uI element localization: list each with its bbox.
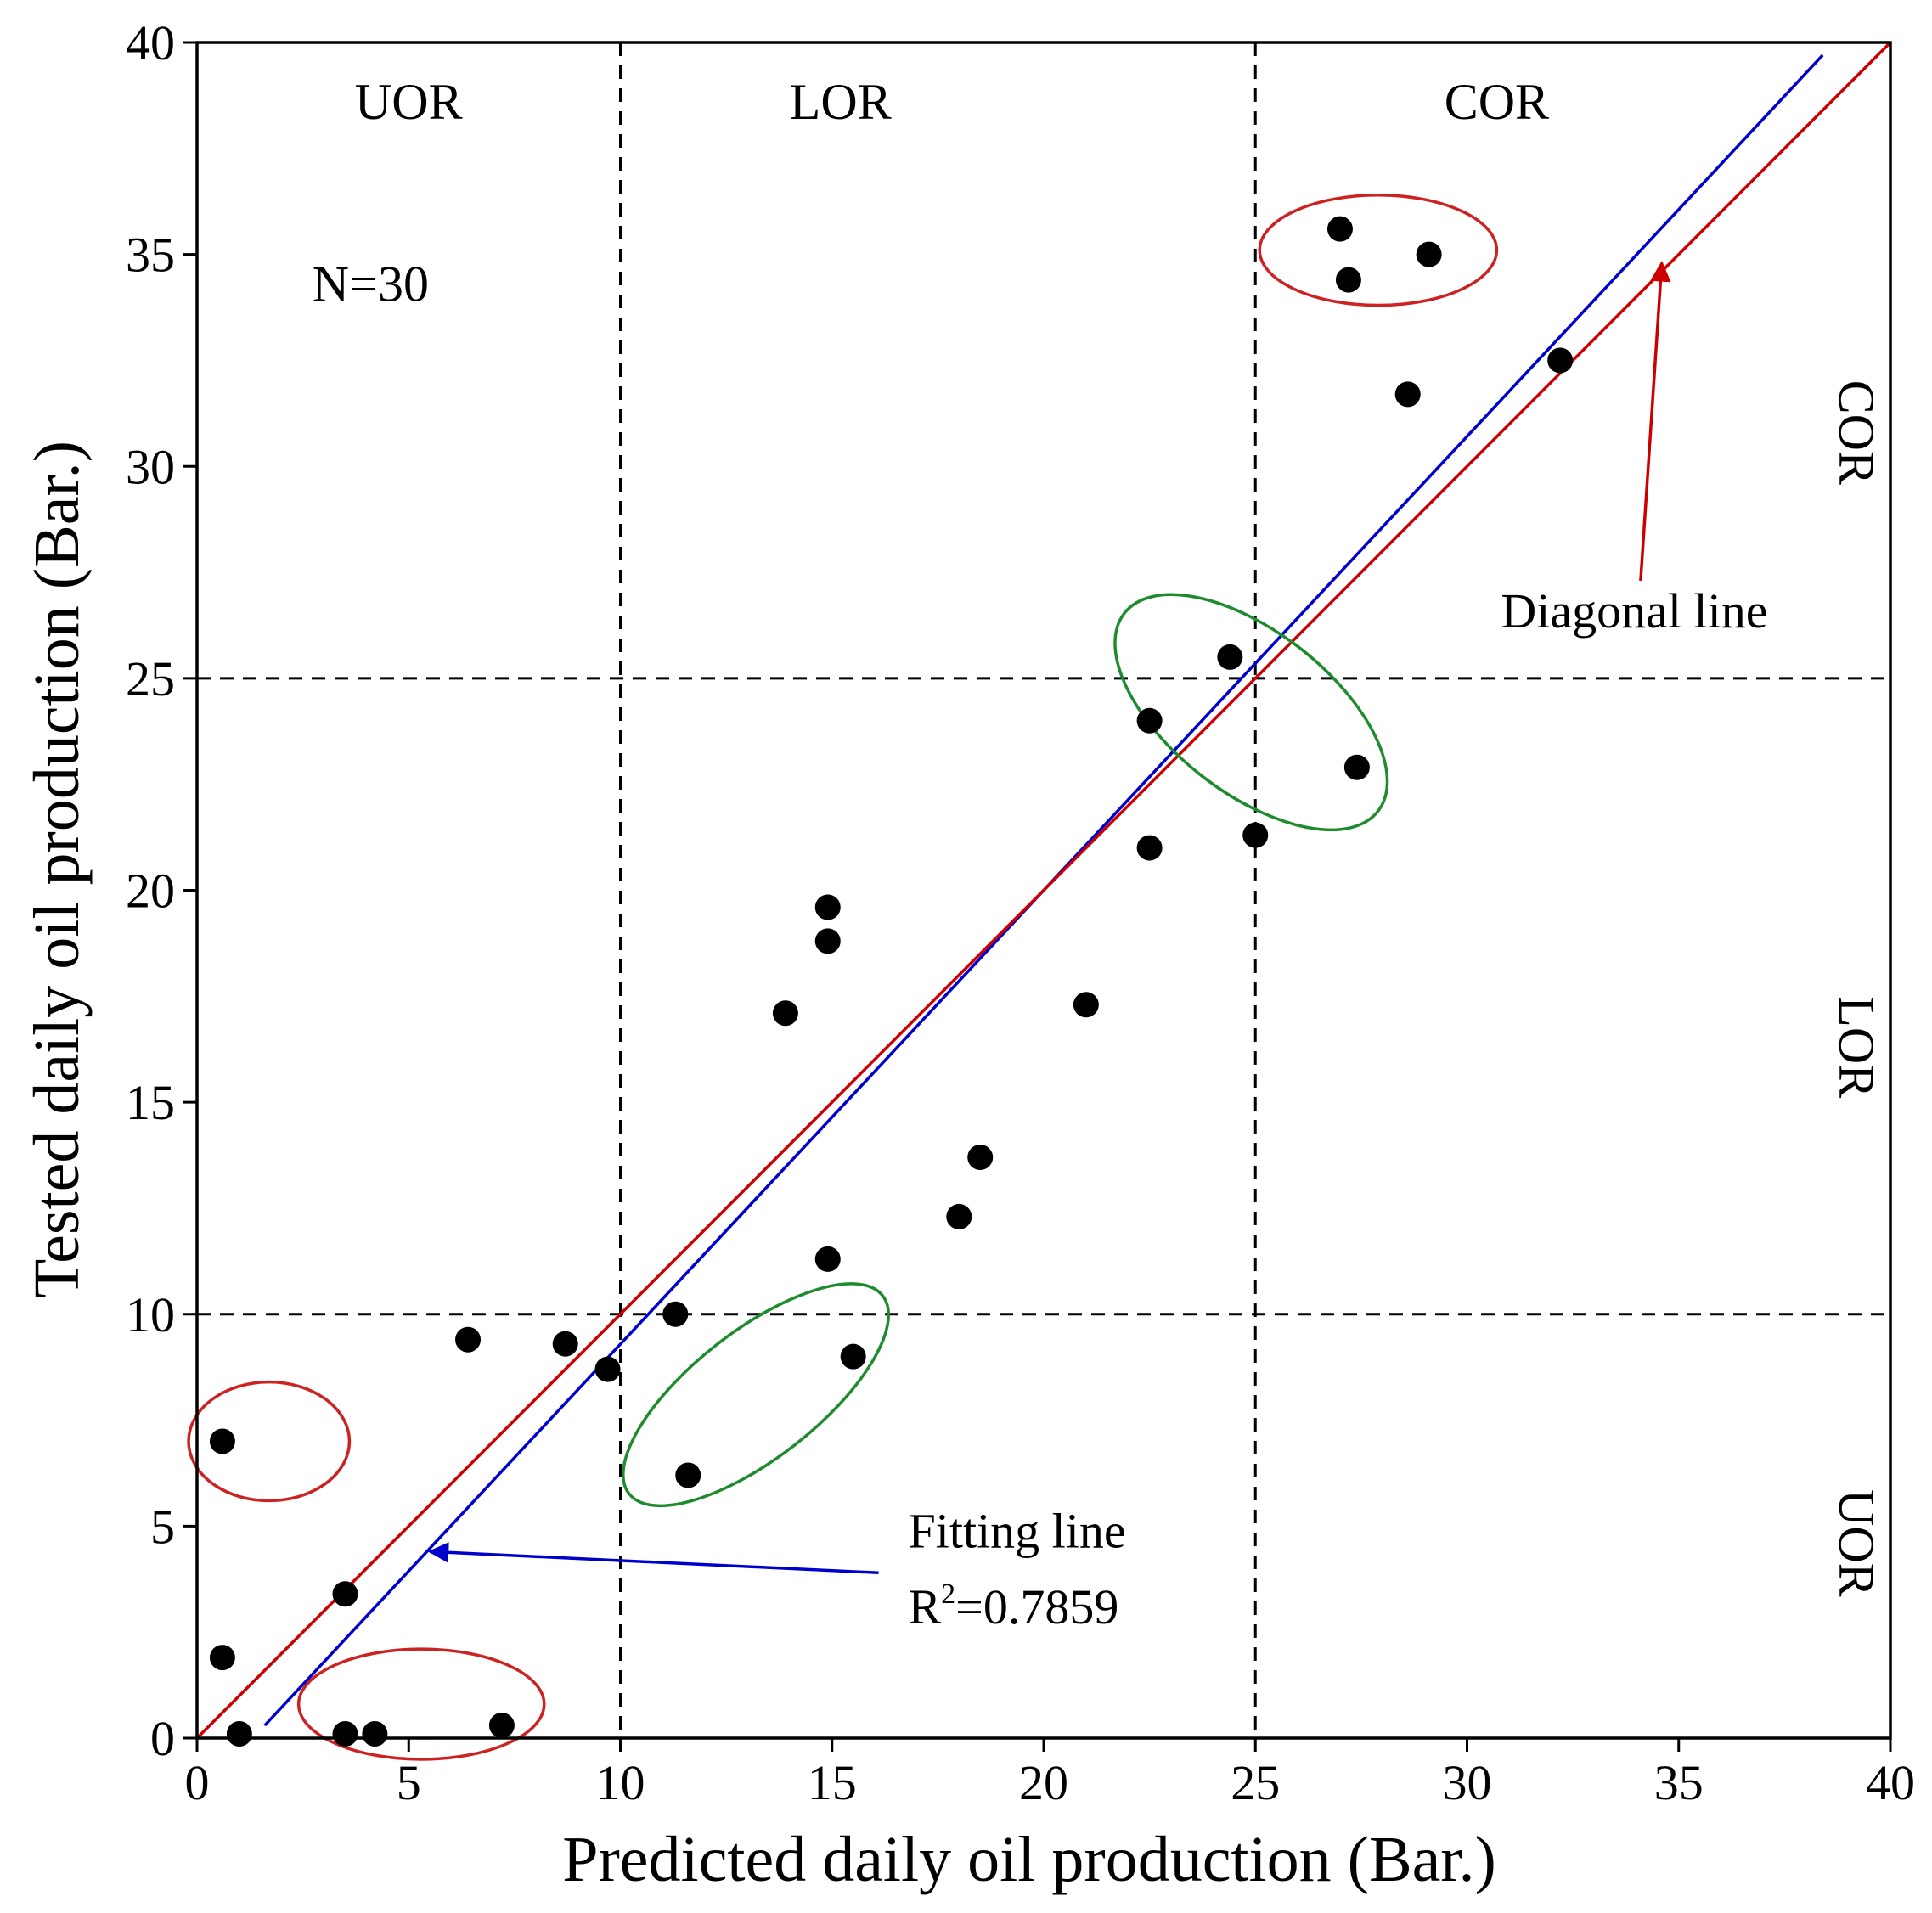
y-tick-label: 35: [126, 228, 175, 283]
diagonal-label: Diagonal line: [1501, 583, 1767, 639]
data-point: [967, 1145, 994, 1171]
region-label-top: COR: [1445, 74, 1549, 130]
data-point: [1343, 754, 1370, 780]
data-point: [946, 1203, 972, 1229]
r-squared-prefix: R: [908, 1579, 941, 1634]
region-label-top: UOR: [355, 74, 463, 130]
x-tick-label: 35: [1654, 1755, 1704, 1810]
data-point: [1394, 381, 1421, 408]
data-point: [209, 1645, 235, 1671]
diagonal-arrow: [1639, 261, 1671, 582]
data-point: [209, 1428, 235, 1454]
y-tick-label: 20: [126, 864, 175, 919]
data-point: [1217, 644, 1243, 670]
data-point: [332, 1721, 358, 1747]
axes: 0 5 10 15 20 25 30 35 40 0 5 10 15 20 25 30 35 40: [126, 15, 1915, 1810]
highlight-ellipse: [1258, 193, 1499, 307]
region-label-right: UOR: [1828, 1489, 1884, 1597]
data-point: [814, 1246, 841, 1272]
y-tick-label: 10: [126, 1287, 175, 1342]
threshold-lines: [197, 42, 1890, 1738]
annotations: Diagonal line Fitting line R2=0.7859: [427, 261, 1767, 1634]
y-tick-label: 5: [150, 1499, 175, 1554]
x-tick-label: 20: [1019, 1755, 1068, 1810]
data-point: [1073, 992, 1099, 1018]
highlight-ellipse: [622, 1282, 891, 1508]
data-points: [209, 216, 1574, 1747]
region-label-right: LOR: [1828, 996, 1884, 1098]
y-tick-label: 15: [126, 1075, 175, 1130]
r-squared-label: R2=0.7859: [908, 1578, 1118, 1634]
data-point: [1416, 241, 1442, 267]
y-tick-label: 40: [126, 15, 175, 70]
data-point: [840, 1343, 866, 1370]
data-point: [226, 1721, 252, 1747]
y-tick-label: 30: [126, 439, 175, 494]
x-tick-label: 0: [185, 1755, 210, 1810]
highlight-ellipse: [296, 1647, 546, 1761]
highlight-ellipse: [187, 1380, 352, 1503]
x-tick-label: 15: [808, 1755, 857, 1810]
region-label-right: COR: [1828, 380, 1884, 485]
data-point: [814, 928, 841, 954]
data-point: [662, 1301, 689, 1327]
data-point: [552, 1331, 578, 1357]
x-tick-label: 40: [1866, 1755, 1915, 1810]
y-tick-label: 0: [150, 1711, 175, 1766]
x-tick-label: 5: [397, 1755, 421, 1810]
x-tick-label: 25: [1231, 1755, 1280, 1810]
data-point: [772, 1000, 798, 1027]
data-point: [594, 1356, 621, 1382]
data-point: [1547, 347, 1574, 374]
data-point: [488, 1713, 515, 1739]
y-axis-title: Tested daily oil production (Bar.): [21, 441, 93, 1298]
fitting-label: Fitting line: [908, 1503, 1125, 1558]
data-point: [1242, 822, 1269, 848]
data-point: [1326, 216, 1353, 242]
data-point: [362, 1721, 388, 1747]
data-point: [1136, 835, 1163, 861]
diagonal-line: [195, 41, 1892, 1740]
x-tick-label: 10: [596, 1755, 645, 1810]
highlight-ellipse: [1113, 593, 1389, 832]
chart-labels: UOR LOR COR COR LOR UOR N=30: [313, 74, 1884, 1597]
x-axis-title: Predicted daily oil production (Bar.): [562, 1824, 1496, 1895]
fitting-arrow: [427, 1542, 879, 1575]
data-point: [332, 1581, 358, 1607]
r-squared-value: =0.7859: [955, 1579, 1118, 1634]
data-point: [1335, 267, 1361, 293]
y-tick-label: 25: [126, 651, 175, 706]
reference-lines: [195, 41, 1892, 1740]
data-point: [814, 894, 841, 920]
data-point: [455, 1326, 482, 1353]
sample-size-label: N=30: [313, 256, 429, 312]
highlight-ellipses: [187, 193, 1499, 1761]
x-tick-label: 30: [1443, 1755, 1492, 1810]
data-point: [675, 1462, 701, 1488]
region-label-top: LOR: [790, 74, 892, 130]
data-point: [1136, 707, 1163, 734]
r-squared-exponent: 2: [941, 1578, 955, 1610]
